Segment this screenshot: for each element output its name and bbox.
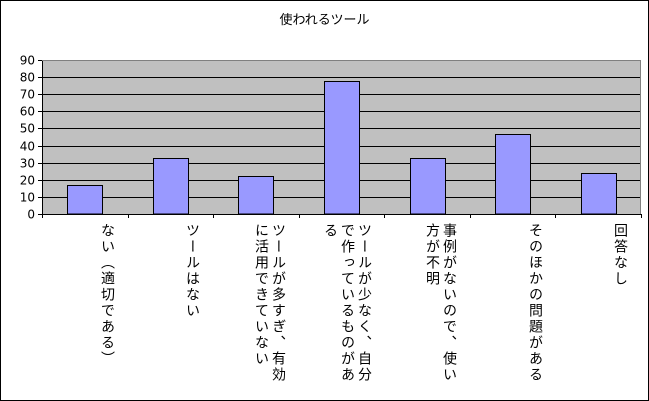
- x-tick-label: そのほかの問題がある: [527, 223, 543, 383]
- chart-title: 使われるツール: [279, 13, 370, 28]
- y-tick-label: 0: [27, 208, 35, 222]
- y-tick-label: 40: [20, 140, 35, 154]
- bar: [410, 158, 446, 215]
- bar: [495, 134, 531, 215]
- bar: [581, 173, 617, 215]
- y-tick-label: 20: [20, 174, 35, 188]
- x-tick-label: 事例がないので、使い方が不明: [424, 223, 457, 383]
- y-tick-label: 30: [20, 157, 35, 171]
- bar: [67, 185, 103, 215]
- x-tick-label: ツールはない: [184, 223, 200, 319]
- x-tick-label: 回答なし: [612, 223, 628, 287]
- y-tick-label: 80: [20, 71, 35, 85]
- x-tick-label: ない（適切である）: [99, 223, 115, 367]
- bar: [238, 176, 274, 215]
- y-tick-label: 70: [20, 88, 35, 102]
- x-tick-label: ツールが多すぎ、有効に活用できていない: [253, 223, 286, 383]
- y-tick-label: 50: [20, 122, 35, 136]
- y-tick-label: 60: [20, 105, 35, 119]
- bar: [324, 81, 360, 215]
- y-tick-label: 90: [20, 54, 35, 68]
- bar: [153, 158, 189, 215]
- y-tick-label: 10: [20, 191, 35, 205]
- x-tick-label: ツールが少なく、自分で作っているものがある: [322, 223, 372, 383]
